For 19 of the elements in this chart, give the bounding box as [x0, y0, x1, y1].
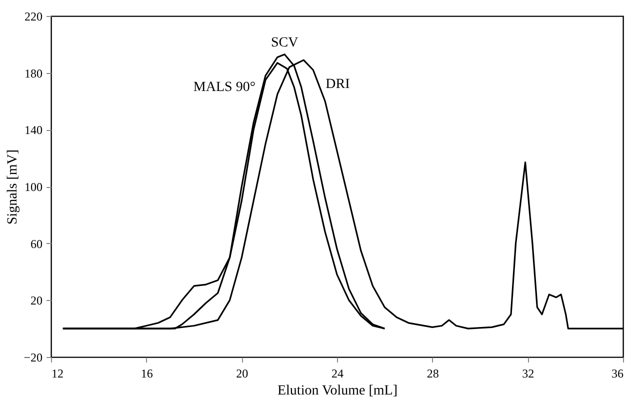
series-label: SCV: [270, 35, 298, 50]
x-tick-label: 28: [426, 366, 439, 380]
y-tick-label: −20: [24, 350, 42, 364]
y-tick-label: 140: [24, 123, 42, 138]
x-tick-label: 16: [140, 366, 153, 380]
x-tick-label: 32: [522, 366, 534, 380]
x-tick-label: 12: [52, 366, 64, 380]
x-tick-label: 24: [332, 366, 344, 380]
x-tick-label: 20: [236, 366, 248, 380]
y-tick-label: 20: [30, 294, 42, 308]
y-axis-title: Signals [mV]: [6, 149, 21, 225]
y-tick-label: 220: [24, 10, 42, 24]
series-label: MALS 90°: [193, 80, 256, 95]
x-tick-label: 36: [612, 366, 624, 380]
y-tick-label: 60: [30, 236, 42, 251]
y-tick-label: 180: [24, 66, 42, 80]
y-tick-label: 100: [24, 180, 42, 194]
x-axis-title: Elution Volume [mL]: [277, 384, 398, 398]
series-label: DRI: [326, 77, 350, 92]
